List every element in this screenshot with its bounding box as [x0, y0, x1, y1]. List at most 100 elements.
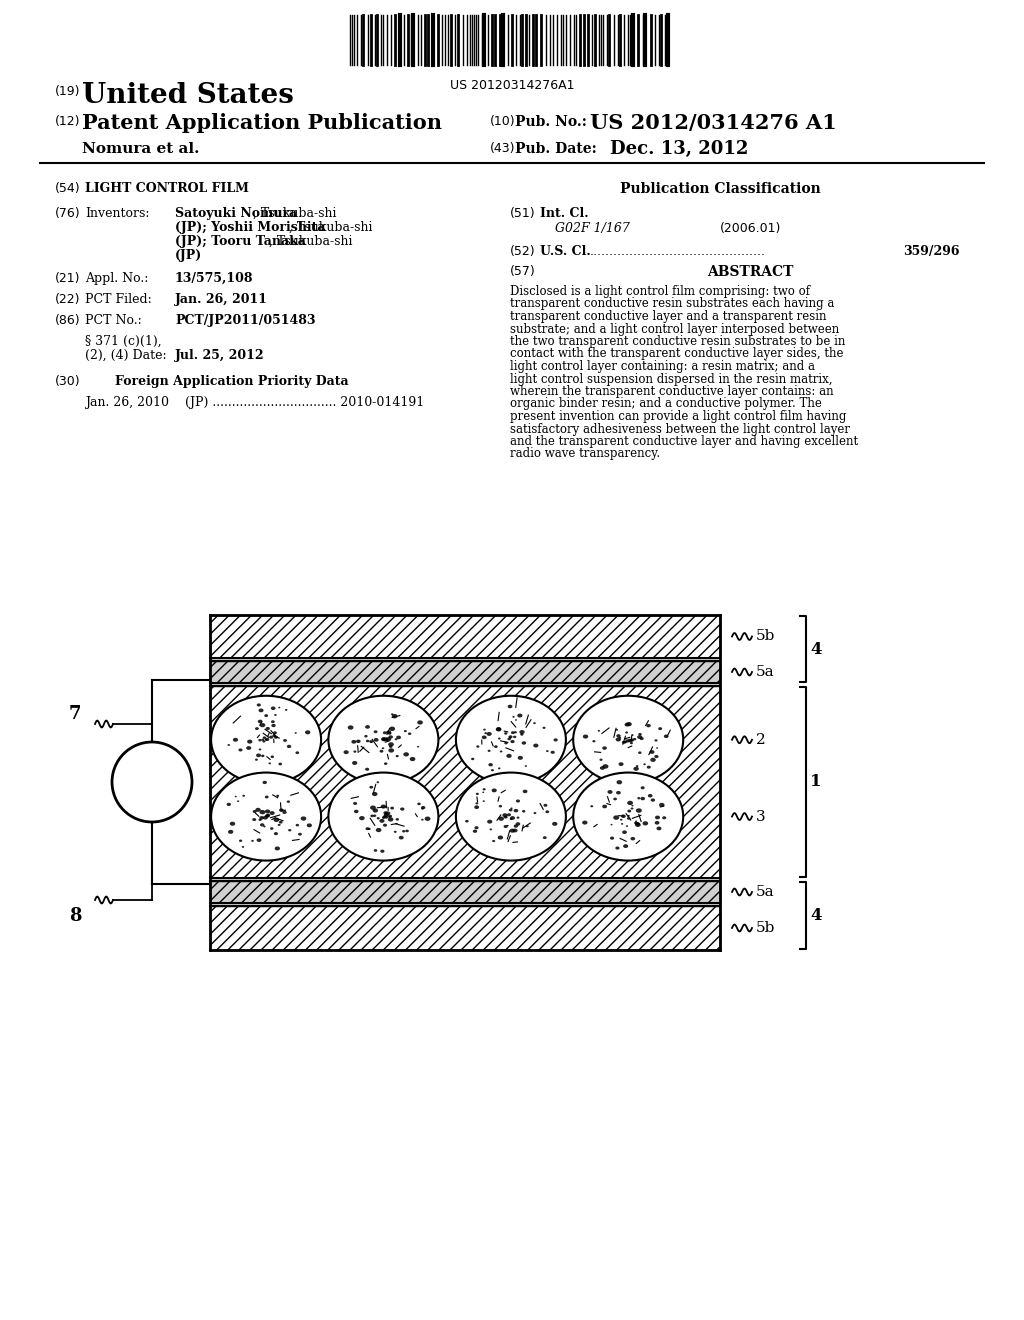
Ellipse shape [507, 813, 511, 816]
Ellipse shape [598, 730, 600, 731]
Text: (22): (22) [55, 293, 81, 306]
Ellipse shape [417, 721, 423, 725]
Ellipse shape [263, 737, 266, 739]
Ellipse shape [252, 818, 256, 821]
Text: 13/575,108: 13/575,108 [175, 272, 254, 285]
Text: 1: 1 [810, 774, 821, 791]
Ellipse shape [386, 730, 391, 734]
Text: Int. Cl.: Int. Cl. [540, 207, 589, 220]
Ellipse shape [402, 830, 406, 833]
Ellipse shape [489, 829, 493, 830]
Ellipse shape [613, 816, 620, 820]
Text: Dec. 13, 2012: Dec. 13, 2012 [610, 140, 749, 158]
Bar [210, 686, 720, 878]
Text: US 20120314276A1: US 20120314276A1 [450, 79, 574, 92]
Ellipse shape [421, 808, 424, 809]
Ellipse shape [476, 746, 479, 747]
Ellipse shape [590, 805, 593, 808]
Ellipse shape [395, 755, 398, 758]
Ellipse shape [288, 829, 292, 832]
Ellipse shape [285, 709, 288, 710]
Text: Disclosed is a light control film comprising: two of: Disclosed is a light control film compri… [510, 285, 810, 298]
Ellipse shape [543, 726, 546, 729]
Ellipse shape [391, 713, 393, 715]
Ellipse shape [592, 741, 596, 742]
Ellipse shape [514, 825, 518, 828]
Ellipse shape [211, 772, 322, 861]
Ellipse shape [253, 810, 257, 813]
Ellipse shape [242, 846, 245, 847]
Ellipse shape [359, 816, 365, 820]
Ellipse shape [265, 727, 270, 730]
Ellipse shape [351, 741, 356, 743]
Ellipse shape [388, 814, 392, 817]
Ellipse shape [516, 817, 519, 818]
Ellipse shape [271, 723, 275, 727]
Ellipse shape [474, 805, 479, 809]
Ellipse shape [602, 805, 607, 808]
Text: 3: 3 [756, 809, 766, 824]
Ellipse shape [635, 822, 640, 826]
Ellipse shape [353, 751, 356, 752]
Ellipse shape [636, 808, 642, 813]
Ellipse shape [279, 821, 283, 824]
Ellipse shape [655, 816, 660, 820]
Text: Pub. No.:: Pub. No.: [515, 115, 587, 129]
Ellipse shape [380, 750, 383, 752]
Text: (57): (57) [510, 265, 536, 279]
Ellipse shape [517, 714, 522, 718]
Ellipse shape [273, 832, 278, 836]
Ellipse shape [633, 738, 636, 741]
Ellipse shape [624, 741, 627, 743]
Ellipse shape [626, 825, 628, 826]
Ellipse shape [383, 816, 386, 818]
Ellipse shape [534, 743, 539, 747]
Ellipse shape [389, 746, 392, 748]
Ellipse shape [509, 737, 511, 738]
Ellipse shape [522, 789, 527, 793]
Ellipse shape [376, 828, 382, 832]
Ellipse shape [259, 816, 264, 820]
Ellipse shape [260, 723, 265, 727]
Ellipse shape [484, 733, 487, 734]
Ellipse shape [637, 735, 642, 739]
Ellipse shape [384, 763, 387, 766]
Ellipse shape [259, 810, 265, 814]
Ellipse shape [621, 824, 624, 825]
Ellipse shape [620, 818, 623, 821]
Ellipse shape [234, 796, 237, 797]
Ellipse shape [388, 817, 393, 821]
Ellipse shape [382, 816, 385, 818]
Ellipse shape [384, 816, 388, 818]
Ellipse shape [544, 804, 548, 807]
Ellipse shape [616, 791, 621, 795]
Bar [210, 906, 720, 950]
Ellipse shape [265, 796, 268, 799]
Ellipse shape [625, 738, 627, 739]
Ellipse shape [258, 818, 262, 821]
Ellipse shape [257, 704, 261, 706]
Text: (2), (4) Date:: (2), (4) Date: [85, 348, 167, 362]
Ellipse shape [648, 793, 652, 797]
Ellipse shape [610, 824, 612, 825]
Ellipse shape [659, 803, 665, 807]
Ellipse shape [354, 809, 358, 813]
Ellipse shape [504, 825, 508, 828]
Ellipse shape [508, 738, 511, 741]
Ellipse shape [296, 824, 299, 826]
Ellipse shape [474, 826, 478, 829]
Ellipse shape [494, 746, 498, 748]
Ellipse shape [618, 762, 624, 766]
Text: 4: 4 [810, 907, 821, 924]
Ellipse shape [366, 739, 370, 742]
Ellipse shape [270, 828, 273, 830]
Ellipse shape [509, 809, 513, 812]
Ellipse shape [510, 741, 515, 743]
Ellipse shape [381, 738, 385, 741]
Text: Pub. Date:: Pub. Date: [515, 143, 597, 156]
Text: , Tsukuba-shi: , Tsukuba-shi [268, 235, 352, 248]
Ellipse shape [272, 734, 276, 737]
Ellipse shape [654, 739, 657, 742]
Ellipse shape [273, 731, 276, 734]
Ellipse shape [628, 814, 630, 817]
